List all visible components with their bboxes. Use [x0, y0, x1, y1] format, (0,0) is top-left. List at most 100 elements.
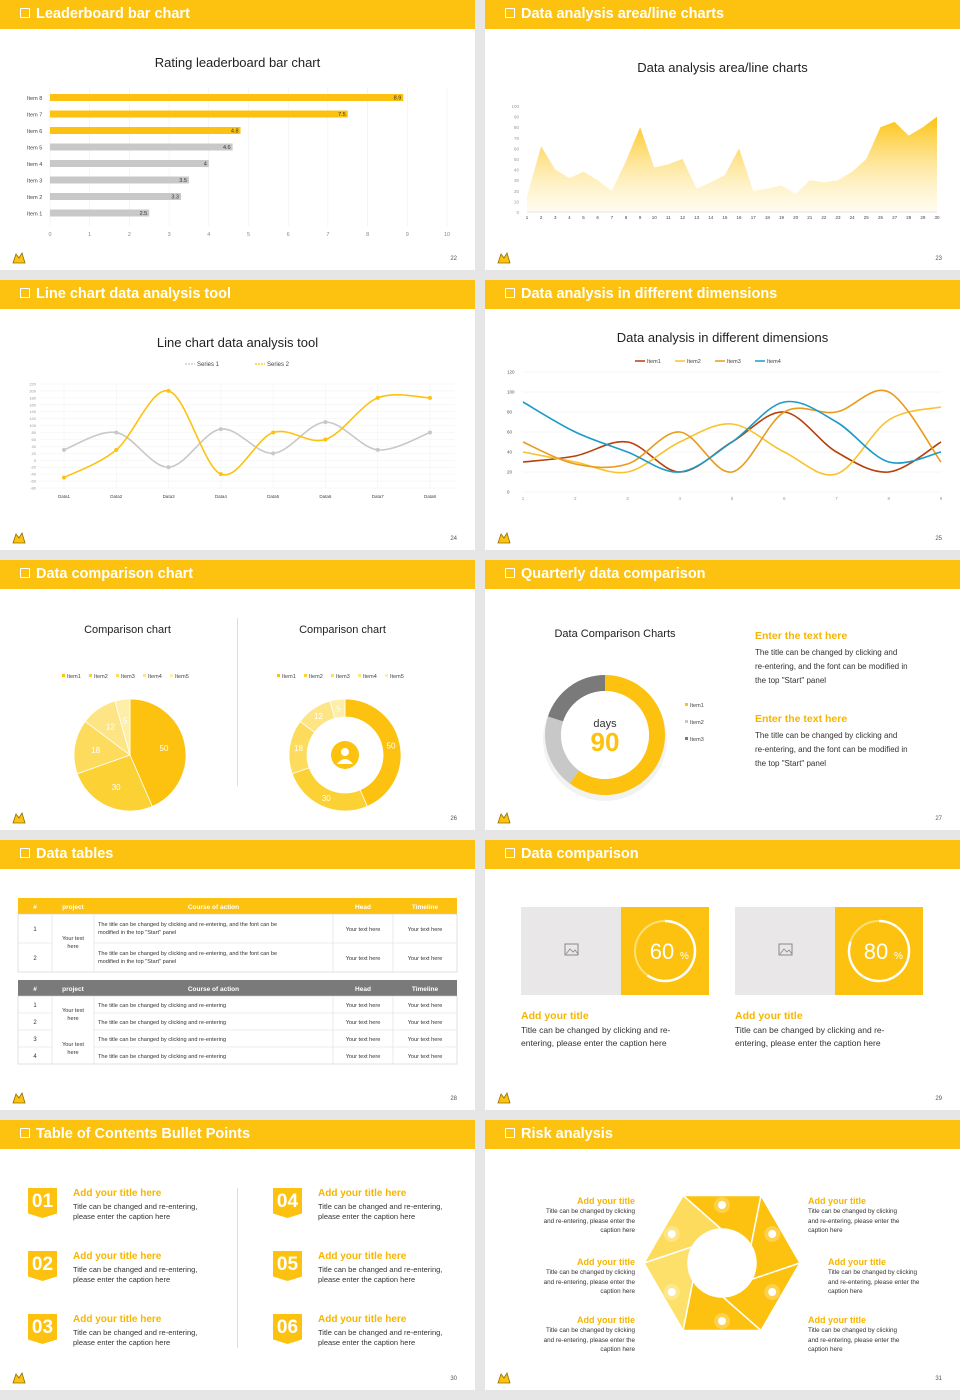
data-point — [428, 430, 432, 435]
row-action: The title can be changed by clicking and… — [98, 922, 277, 928]
x-tick-label: 18 — [765, 215, 771, 220]
toc-body: Title can be changed and re-entering, ple… — [318, 1265, 443, 1284]
data-point — [271, 451, 276, 456]
building-icon — [667, 1288, 676, 1296]
row-head: Your text here — [346, 1020, 381, 1026]
page-number: 25 — [935, 536, 942, 542]
data-point — [323, 420, 328, 425]
y-tick-label: 160 — [29, 402, 36, 407]
toc-number: 02 — [31, 1254, 54, 1275]
risk-body: Title can be changed by clicking and re-e… — [808, 1208, 900, 1234]
column-header: Head — [355, 904, 371, 911]
x-tick-label: 2 — [574, 496, 577, 501]
x-tick-label: 3 — [626, 496, 629, 501]
legend-label: Series 2 — [267, 362, 290, 368]
legend-label: Item3 — [690, 737, 704, 743]
legend-swatch — [304, 674, 307, 677]
column-header: # — [33, 904, 37, 911]
percent-value: 80 — [864, 939, 888, 964]
y-tick-label: 20 — [32, 451, 37, 456]
table-header — [18, 980, 457, 996]
x-tick-label: 30 — [934, 215, 940, 220]
category-label: Item 4 — [27, 162, 42, 168]
checkbox-icon — [20, 848, 30, 858]
x-tick-label: 1 — [522, 496, 525, 501]
column-header: project — [62, 904, 85, 911]
page-number: 22 — [450, 256, 457, 262]
multi-line-chart: Item1 Item2 Item3 Item4 0 20 40 60 80 100 120 1 2 3 4 5… — [507, 359, 943, 501]
card-text-2: Add your title Title can be changed by c… — [735, 1010, 935, 1050]
x-tick-label: 26 — [878, 215, 884, 220]
data-point — [218, 427, 223, 432]
risk-body: Title can be changed by clicking and re-e… — [808, 1327, 900, 1353]
chart-title: Data analysis area/line charts — [637, 60, 808, 75]
value-label: 3.3 — [171, 195, 179, 201]
money-bag-icon — [718, 1201, 726, 1209]
risk-body: Title can be changed by clicking and re-e… — [543, 1327, 635, 1353]
row-action: The title can be changed by clicking and… — [98, 951, 277, 957]
category-label: Item 3 — [27, 179, 42, 185]
series-line — [522, 406, 942, 476]
y-tick-label: 200 — [29, 388, 36, 393]
category-label: Item 2 — [27, 195, 42, 201]
x-tick-label: 17 — [751, 215, 757, 220]
y-tick-label: 60 — [32, 437, 37, 442]
y-tick-label: 60 — [514, 146, 520, 151]
x-tick-label: 8 — [887, 496, 890, 501]
y-tick-label: -40 — [30, 472, 37, 477]
logo-icon — [12, 1372, 26, 1384]
risk-title: Add your title — [828, 1257, 886, 1267]
y-tick-label: 70 — [514, 136, 520, 141]
value-label: 8.9 — [394, 96, 402, 102]
block-body: The title can be changed by clicking and… — [755, 731, 908, 768]
data-point — [62, 475, 66, 480]
x-tick-label: 5 — [582, 215, 585, 220]
category-label: Item 6 — [27, 129, 42, 135]
checkbox-icon — [505, 1128, 515, 1138]
people-icon — [768, 1288, 777, 1296]
card-title: Add your title — [735, 1010, 803, 1022]
legend-swatch — [685, 737, 688, 740]
logo-icon — [497, 1372, 511, 1384]
checkbox-icon — [20, 288, 30, 298]
y-tick-label: 140 — [29, 409, 36, 414]
chart-title: Data Comparison Charts — [554, 628, 676, 640]
x-tick-label: 8 — [366, 232, 369, 238]
row-number: 2 — [33, 1020, 37, 1026]
percent-unit: % — [894, 951, 903, 962]
legend-swatch — [685, 703, 688, 706]
x-tick-label: 13 — [694, 215, 700, 220]
legend-swatch — [143, 674, 146, 677]
toc-number: 03 — [31, 1317, 54, 1338]
pie-charts: Item1 Item2 Item3 Item4 Item5 50 30 18 12 5 Item1 I… — [62, 674, 404, 812]
slice-label: 12 — [106, 722, 115, 731]
toc-title: Add your title here — [73, 1188, 162, 1199]
x-tick-label: 11 — [666, 215, 671, 220]
hexagon-segment — [642, 1194, 724, 1265]
slice-label: 18 — [91, 746, 100, 755]
slice-label: 5 — [123, 717, 128, 726]
legend-swatch — [116, 674, 119, 677]
series-line — [63, 421, 431, 469]
page-number: 23 — [935, 256, 942, 262]
x-tick-label: 0 — [48, 232, 51, 238]
x-tick-label: 14 — [708, 215, 714, 220]
slide-3: Line chart data analysis tool Line chart… — [0, 280, 475, 550]
column-header: Timeline — [412, 904, 439, 911]
bar — [50, 110, 348, 118]
y-tick-label: 80 — [514, 125, 520, 130]
data-point — [218, 472, 223, 477]
row-action: The title can be changed by clicking and… — [98, 1003, 226, 1009]
column-header: project — [62, 986, 85, 993]
y-tick-label: 60 — [507, 430, 513, 435]
checkbox-icon — [505, 8, 515, 18]
x-tick-label: 28 — [906, 215, 912, 220]
y-tick-label: 100 — [507, 390, 515, 395]
risk-title: Add your title — [808, 1196, 866, 1206]
y-tick-label: 180 — [29, 395, 36, 400]
row-action: The title can be changed by clicking and… — [98, 1020, 226, 1026]
checkbox-icon — [505, 848, 515, 858]
project-cell: here — [67, 1050, 78, 1056]
bar — [50, 209, 150, 217]
